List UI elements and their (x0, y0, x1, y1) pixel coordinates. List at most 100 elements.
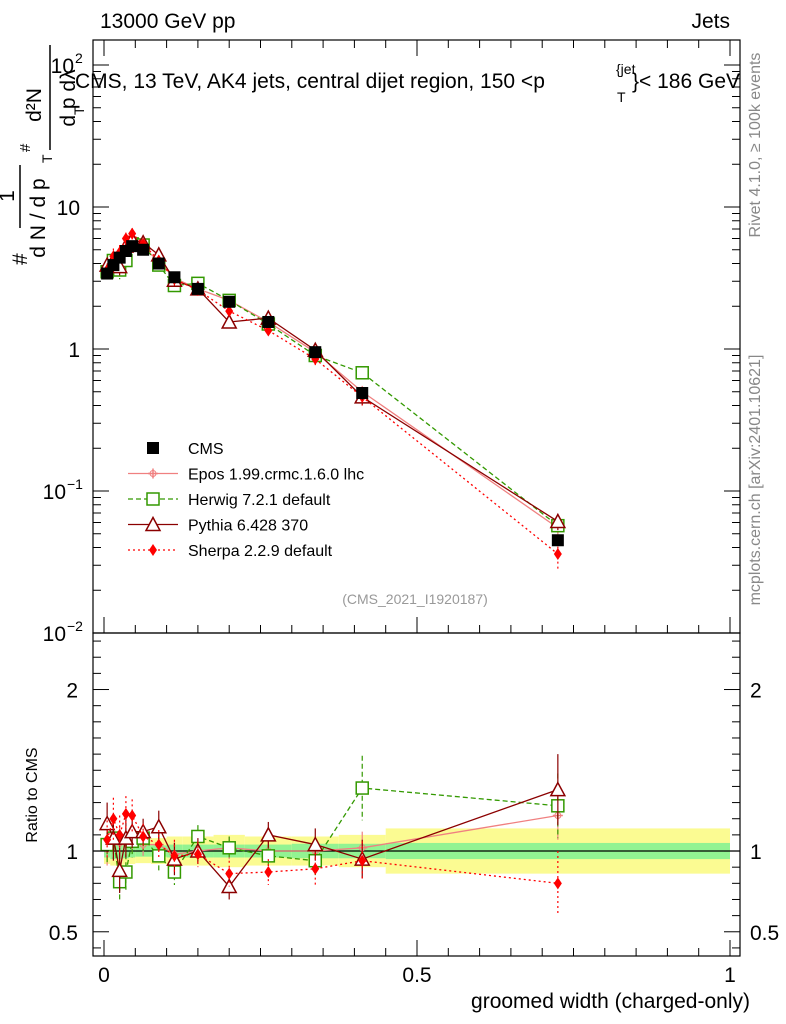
ratio-sherpa-point-3 (121, 807, 130, 820)
legend-entry-sherpa: Sherpa 2.2.9 default (128, 543, 333, 560)
legend-marker-sherpa (149, 544, 157, 556)
ratio-sherpa-point-12 (358, 854, 367, 867)
legend-marker-epos-ring (149, 470, 157, 477)
y-tick-label-exp-0: −2 (67, 618, 83, 634)
sherpa-point-4 (128, 227, 137, 240)
ratio-series-group (98, 754, 567, 916)
ratio-pythia-point-13 (549, 781, 567, 797)
pythia-point-13 (549, 512, 567, 529)
x-axis-label: groomed width (charged-only) (471, 990, 750, 1013)
title-sup: {jet (616, 61, 636, 77)
ratio-sherpa-point-1 (109, 812, 118, 825)
ratio-pythia-point-2 (111, 861, 128, 878)
y-tick-label-1: 10 (43, 481, 66, 504)
y-tick-label-2: 1 (68, 339, 80, 362)
y-tick-label-3: 10 (57, 197, 80, 220)
ratio-y-label: Ratio to CMS (24, 747, 41, 842)
x-tick-label-2: 1 (724, 964, 736, 987)
y-tick-label-4: 10 (51, 55, 74, 78)
sherpa-point-13 (553, 548, 562, 561)
ratio-sherpa-point-5 (139, 830, 148, 843)
ratio-sherpa-point-4 (128, 809, 137, 822)
ratio-pythia-point-6 (150, 818, 168, 834)
legend-marker-herwig (146, 492, 160, 506)
ylabel-hash-2: # (17, 143, 34, 152)
legend-marker-pythia (144, 515, 162, 532)
legend-entry-cms: CMS (147, 441, 224, 458)
legend-label-cms: CMS (188, 441, 224, 458)
ratio-pythia-point-10 (260, 826, 277, 842)
ratio-plot-frame (92, 632, 741, 957)
chart-title: CMS, 13 TeV, AK4 jets, central dijet reg… (75, 61, 740, 105)
cms-point-11 (309, 346, 322, 359)
legend-label-pythia: Pythia 6.428 370 (188, 518, 308, 535)
ylabel-T1: T (39, 154, 55, 163)
ratio-tick-label-right-1: 1 (750, 841, 762, 864)
legend-entry-pythia: Pythia 6.428 370 (128, 515, 308, 535)
ratio-sherpa-point-0 (103, 833, 112, 846)
y-tick-label-exp-1: −1 (67, 476, 83, 492)
ratio-tick-label-1: 1 (66, 841, 78, 864)
ratio-tick-label-right-2: 2 (750, 680, 762, 703)
cms-point-4 (126, 240, 139, 253)
y-axis-label: # 1 d N / d p T # d²N d p dλ T (0, 45, 87, 265)
ratio-sherpa-point-10 (264, 866, 273, 879)
cms-point-6 (152, 257, 165, 270)
pythia-point-9 (220, 313, 238, 329)
legend-label-herwig: Herwig 7.2.1 default (188, 492, 331, 509)
reference-bands (93, 828, 740, 874)
cms-point-13 (551, 534, 564, 547)
analysis-watermark: (CMS_2021_I1920187) (342, 591, 488, 607)
x-tick-label-0: 0 (98, 964, 110, 987)
ratio-sherpa-point-13 (553, 877, 562, 890)
ratio-pythia-point-0 (98, 814, 116, 831)
ratio-sherpa-point-11 (311, 862, 320, 875)
rivet-label: Rivet 4.1.0, ≥ 100k events (747, 53, 764, 238)
legend: CMS Epos 1.99.crmc.1.6.0 lhc Herwig 7.2.1 … (128, 441, 364, 560)
cms-point-5 (137, 243, 150, 256)
ylabel-one: 1 (0, 190, 19, 202)
legend-label-epos: Epos 1.99.crmc.1.6.0 lhc (188, 467, 364, 484)
ylabel-dpdl: d p dλ (57, 69, 80, 127)
series-cms (101, 240, 564, 547)
ratio-sherpa-point-8 (193, 848, 202, 861)
title-sub: T (617, 89, 626, 105)
ratio-sherpa-point-7 (170, 849, 179, 862)
ratio-pythia-point-11 (307, 835, 324, 852)
ratio-sherpa-point-2 (115, 828, 124, 841)
ratio-herwig-point-12 (355, 781, 369, 795)
header-right: Jets (691, 10, 730, 33)
title-tail: }< 186 GeV (632, 70, 740, 93)
ratio-series-sherpa (103, 796, 562, 916)
ratio-sherpa-line (106, 813, 558, 884)
ratio-sherpa-point-9 (225, 867, 234, 880)
x-tick-label-1: 0.5 (402, 964, 431, 987)
ratio-herwig-point-9 (222, 841, 236, 855)
header-left: 13000 GeV pp (100, 10, 235, 33)
ratio-herwig-point-10 (261, 849, 276, 863)
ylabel-dN: d N / d p (27, 178, 50, 257)
legend-label-sherpa: Sherpa 2.2.9 default (188, 543, 333, 560)
legend-entry-epos: Epos 1.99.crmc.1.6.0 lhc (128, 467, 364, 484)
ylabel-hash-1: # (9, 253, 32, 265)
ratio-tick-label-0: 0.5 (49, 922, 78, 945)
legend-entry-herwig: Herwig 7.2.1 default (128, 492, 331, 509)
legend-marker-cms (147, 442, 159, 454)
title-main: CMS, 13 TeV, AK4 jets, central dijet reg… (75, 70, 545, 93)
cms-point-7 (168, 271, 181, 284)
ratio-herwig-line (106, 787, 558, 884)
main-series-group (98, 227, 567, 570)
sherpa-point-9 (225, 305, 234, 318)
y-tick-label-exp-4: 2 (75, 50, 83, 66)
ratio-tick-label-right-0: 0.5 (750, 922, 779, 945)
ratio-sherpa-point-6 (154, 838, 163, 851)
herwig-point-12 (355, 366, 369, 380)
cms-point-10 (262, 315, 275, 328)
mcplots-label: mcplots.cern.ch [arXiv:2401.10621] (747, 355, 764, 606)
cms-point-12 (356, 386, 369, 399)
y-tick-label-0: 10 (43, 623, 66, 646)
cms-point-8 (191, 282, 204, 295)
ylabel-d2N: d²N (23, 88, 46, 122)
